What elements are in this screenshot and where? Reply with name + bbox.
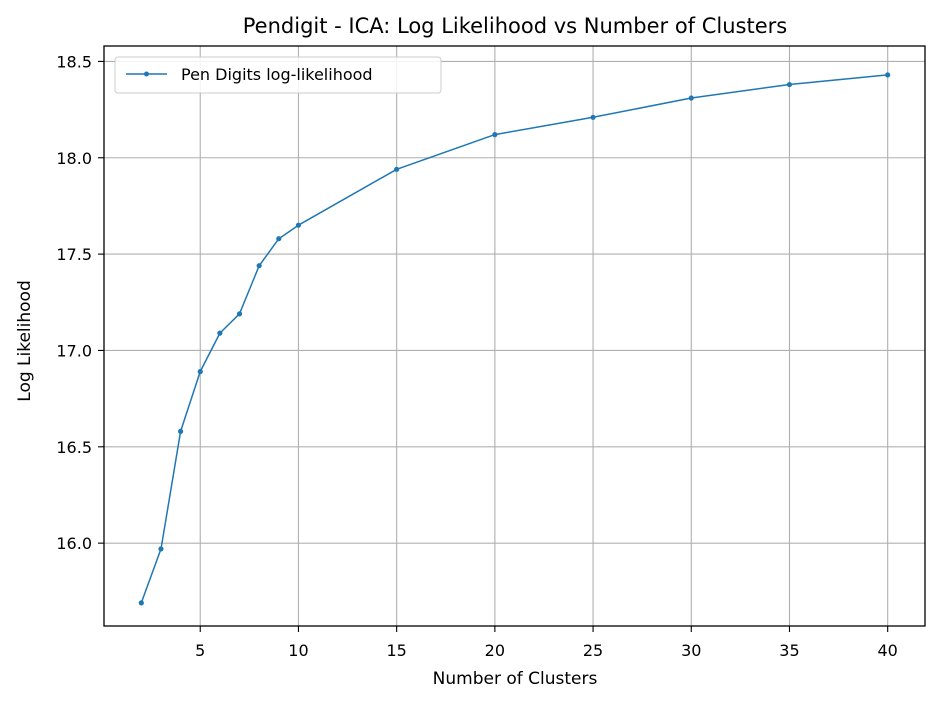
x-tick-label: 40 [878,641,898,660]
grid [104,46,925,626]
x-tick-label: 5 [195,641,205,660]
data-point [276,236,282,242]
x-tick-label: 30 [681,641,701,660]
x-tick-label: 25 [583,641,603,660]
y-tick-label: 18.0 [56,149,92,168]
plot-frame [103,45,926,627]
series-line [140,74,888,604]
data-point [217,330,223,336]
x-tick-label: 15 [386,641,406,660]
y-tick-label: 16.5 [56,438,92,457]
data-point [590,114,596,120]
ticks: 5 10 15 20 25 30 35 40 16.0 16.5 17.0 17.5 18.0 18.5 [56,52,897,660]
data-point [492,132,498,138]
legend-marker-swatch [144,71,149,77]
data-point [394,166,400,172]
series-layer [138,72,891,606]
data-point [688,95,694,101]
data-point [786,81,793,88]
legend-box [114,56,442,94]
data-point [295,222,302,228]
chart-title: Pendigit - ICA: Log Likelihood vs Number… [243,14,787,38]
data-point [138,600,144,606]
x-tick-label: 20 [485,641,505,660]
y-tick-label: 16.0 [56,534,92,553]
data-point [885,72,891,78]
data-point [236,311,243,317]
data-point [197,369,203,375]
y-tick-label: 18.5 [56,52,92,71]
x-axis-title: Number of Clusters [433,669,598,689]
x-tick-label: 10 [288,641,308,660]
data-point [158,546,164,552]
legend: Pen Digits log-likelihood [114,56,442,94]
y-tick-label: 17.5 [56,245,92,264]
x-tick-label: 35 [779,641,799,660]
data-point [256,263,262,269]
y-tick-label: 17.0 [56,341,92,360]
y-axis-title: Log Likelihood [15,280,35,401]
data-point [178,428,184,434]
legend-label: Pen Digits log-likelihood [181,65,373,84]
